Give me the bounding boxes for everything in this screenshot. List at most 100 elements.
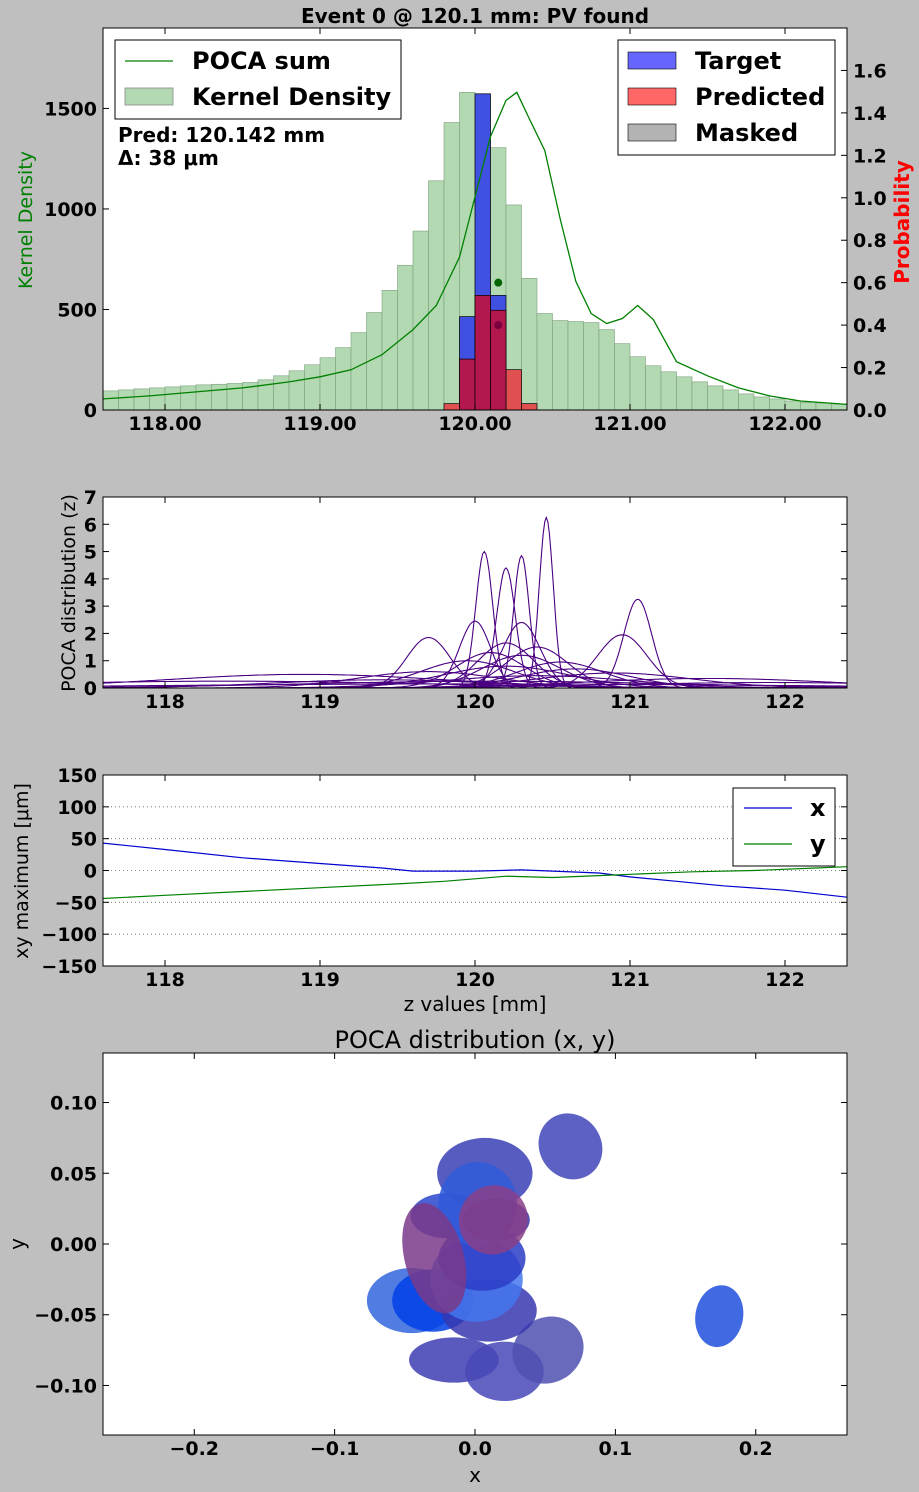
kernel-bar xyxy=(304,364,321,411)
kernel-bar xyxy=(149,387,166,411)
legend-kernel-label: Kernel Density xyxy=(192,83,392,111)
x-tick-label: 122 xyxy=(765,969,805,991)
x-tick-label: 120.00 xyxy=(438,413,511,435)
kernel-bar xyxy=(102,390,119,411)
legend-masked-label: Masked xyxy=(695,119,798,147)
kernel-bar xyxy=(784,400,801,411)
kernel-bar xyxy=(676,376,693,411)
y-tick-label: 3 xyxy=(84,596,97,618)
y-tick-label: −100 xyxy=(41,924,97,946)
y-tick-label: 50 xyxy=(71,829,97,851)
kernel-bar xyxy=(753,396,770,411)
panel2-axes-background xyxy=(103,497,847,688)
x-tick-label: 118 xyxy=(145,969,185,991)
poca-ellipse xyxy=(512,1316,584,1384)
y-tick-label: 7 xyxy=(84,487,97,509)
kernel-bar xyxy=(583,322,600,411)
y-right-tick-label: 0.2 xyxy=(853,358,887,380)
panel3-legend: x y xyxy=(732,787,836,867)
y-tick-label: −50 xyxy=(55,892,97,914)
kernel-bar xyxy=(350,332,367,411)
kernel-bar xyxy=(211,383,228,411)
y-right-tick-label: 1.4 xyxy=(853,103,887,125)
kernel-bar xyxy=(443,122,460,411)
x-tick-label: 119 xyxy=(300,691,340,713)
kernel-bar xyxy=(769,398,786,411)
legend-poca-label: POCA sum xyxy=(192,47,331,75)
legend-y-label: y xyxy=(810,830,826,858)
y-tick-label: −0.10 xyxy=(34,1375,97,1397)
panel3-x-ticks: 118 119 120 121 122 xyxy=(145,775,805,991)
panel3-ylabel: xy maximum [μm] xyxy=(11,783,33,959)
y-tick-label: 0.00 xyxy=(50,1234,97,1256)
legend-x-label: x xyxy=(810,794,826,822)
kernel-bar xyxy=(536,313,553,411)
legend-target-label: Target xyxy=(695,47,781,75)
kernel-bar xyxy=(397,264,414,411)
panel4-title: POCA distribution (x, y) xyxy=(335,1026,616,1054)
x-tick-label: 119 xyxy=(300,969,340,991)
kernel-bar xyxy=(164,386,181,411)
poca-ellipse xyxy=(402,1202,467,1314)
x-tick-label: 122.00 xyxy=(748,413,821,435)
panel1-y-right-ticks: 0.0 0.2 0.4 0.6 0.8 1.0 1.2 1.4 1.6 xyxy=(841,60,887,422)
panel1-title: Event 0 @ 120.1 mm: PV found xyxy=(301,4,649,28)
kernel-bar xyxy=(118,389,135,411)
predicted-bar xyxy=(505,369,522,411)
poca-ellipse xyxy=(538,1113,603,1180)
kernel-bar xyxy=(381,290,398,411)
xy-maximum-panel: 118 119 120 121 122 −150 −100 −50 0 50 100 150 xy … xyxy=(11,765,848,1016)
kernel-bar xyxy=(629,356,646,411)
kernel-bar xyxy=(552,320,569,411)
y-right-tick-label: 0.4 xyxy=(853,315,887,337)
poca-xy-panel: POCA distribution (x, y) −0.2 −0.1 0.0 0.1 0… xyxy=(5,1026,848,1487)
y-tick-label: 2 xyxy=(84,623,97,645)
legend-masked-swatch xyxy=(627,123,677,142)
poca-z-panel: 118 119 120 121 122 0 1 2 3 4 5 6 7 POCA distributi… xyxy=(58,487,848,713)
x-tick-label: 0.0 xyxy=(458,1438,492,1460)
legend-predicted-label: Predicted xyxy=(695,83,825,111)
y-tick-label: 0.05 xyxy=(50,1163,97,1185)
predicted-marker xyxy=(494,321,503,330)
kernel-bar xyxy=(226,383,243,411)
y-tick-label: 1000 xyxy=(44,199,97,221)
panel3-y-ticks: −150 −100 −50 0 50 100 150 xyxy=(41,765,847,978)
kernel-density-bars xyxy=(102,92,848,411)
x-tick-label: 122 xyxy=(765,691,805,713)
panel2-x-ticks: 118 119 120 121 122 xyxy=(145,497,805,713)
kernel-bar xyxy=(521,278,538,411)
kernel-bar xyxy=(598,329,615,411)
panel3-xlabel: z values [mm] xyxy=(404,992,547,1016)
panel1-x-ticks: 118.00 119.00 120.00 121.00 122.00 xyxy=(128,28,822,435)
y-tick-label: 500 xyxy=(57,299,97,321)
predicted-bar xyxy=(443,403,460,411)
kernel-bar xyxy=(567,321,584,411)
panel3-gridlines xyxy=(103,806,847,935)
kernel-bar xyxy=(707,385,724,411)
y-right-tick-label: 0.8 xyxy=(853,230,887,252)
y-right-tick-label: 1.2 xyxy=(853,145,887,167)
panel1-ylabel-right: Probability xyxy=(890,160,914,284)
y-tick-label: −0.05 xyxy=(34,1305,97,1327)
x-tick-label: −0.1 xyxy=(310,1438,360,1460)
overlap-bar xyxy=(474,295,491,411)
y-tick-label: 1500 xyxy=(44,98,97,120)
x-tick-label: 0.1 xyxy=(599,1438,633,1460)
y-tick-label: 4 xyxy=(84,569,97,591)
kernel-bar xyxy=(614,343,631,411)
y-right-tick-label: 1.6 xyxy=(853,60,887,82)
kernel-bar xyxy=(273,375,290,411)
x-tick-label: 118 xyxy=(145,691,185,713)
kernel-bar xyxy=(195,384,212,411)
kernel-bar xyxy=(180,385,197,411)
kernel-bar xyxy=(691,381,708,411)
prediction-annotation: Pred: 120.142 mm xyxy=(118,123,325,147)
x-tick-label: 119.00 xyxy=(283,413,356,435)
panel1-y-ticks: 0 500 1000 1500 xyxy=(44,98,109,422)
kernel-density-panel: Event 0 @ 120.1 mm: PV found 118.00 119.0… xyxy=(15,4,914,435)
y-tick-label: 0 xyxy=(84,400,97,422)
x-tick-label: 121.00 xyxy=(593,413,666,435)
y-tick-label: 5 xyxy=(84,542,97,564)
y-tick-label: 150 xyxy=(57,765,97,787)
y-series-line xyxy=(102,866,848,900)
